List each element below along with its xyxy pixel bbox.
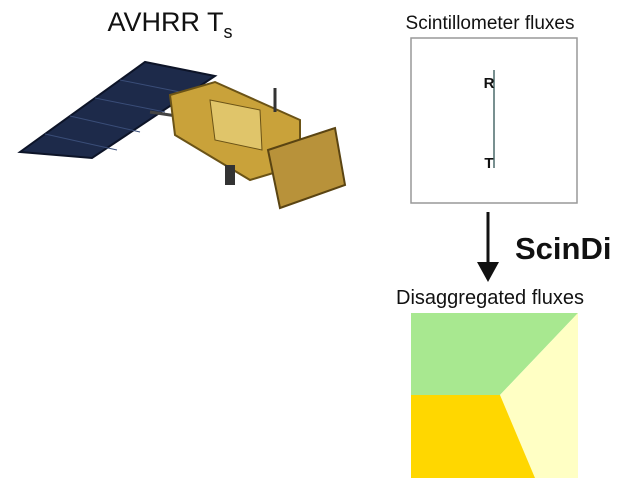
page: AVHRR Ts Scintillometer fluxes R T ScinD… <box>0 0 636 479</box>
satellite-illustration <box>20 62 345 208</box>
satellite-label-main: AVHRR T <box>107 7 223 37</box>
instrument <box>225 165 235 185</box>
receiver-label: R <box>484 75 495 92</box>
diagram: AVHRR Ts Scintillometer fluxes R T ScinD… <box>0 0 636 479</box>
disaggregated-title: Disaggregated fluxes <box>396 287 584 309</box>
method-label: ScinDi <box>515 231 611 266</box>
satellite-label: AVHRR Ts <box>107 7 232 42</box>
arrow-head <box>477 262 499 282</box>
transmitter-label: T <box>484 155 493 172</box>
flux-map <box>411 313 578 478</box>
satellite-label-subscript: s <box>224 22 233 42</box>
scintillometer-title: Scintillometer fluxes <box>406 13 575 34</box>
